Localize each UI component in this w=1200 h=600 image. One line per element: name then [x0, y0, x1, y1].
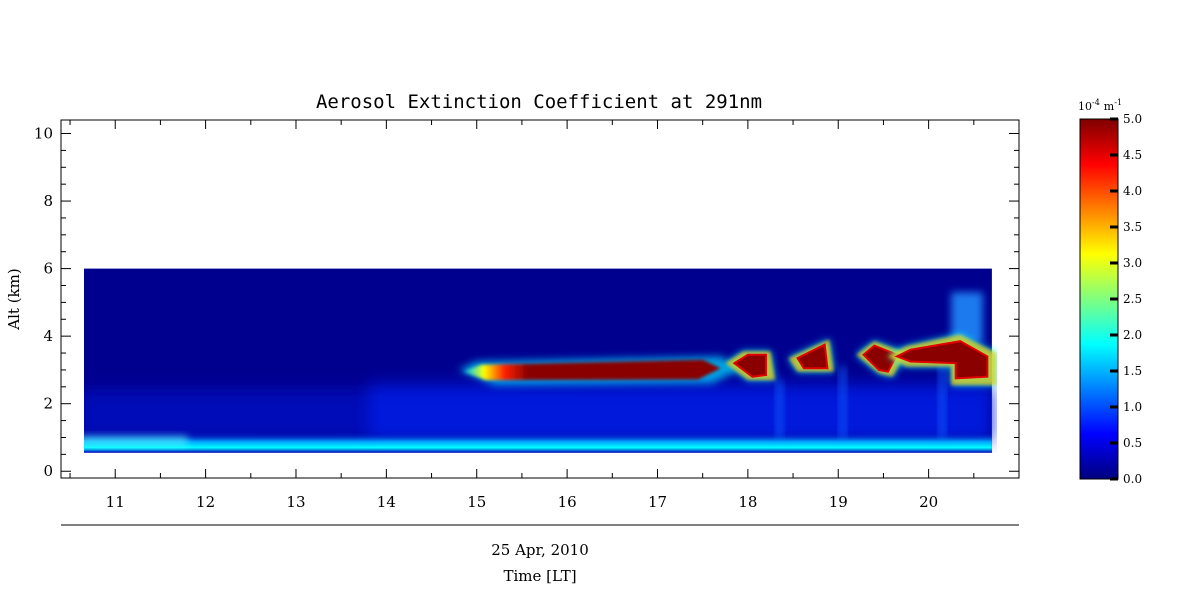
y-tick-label: 4 — [43, 327, 53, 345]
vertical-streak — [838, 366, 847, 445]
x-tick-label: 19 — [829, 493, 848, 511]
plume-core — [732, 353, 767, 378]
x-tick-label: 14 — [377, 493, 396, 511]
x-axis-label: Time [LT] — [503, 567, 576, 585]
y-tick-label: 0 — [43, 462, 53, 480]
x-tick-label: 15 — [467, 493, 486, 511]
heatmap-field — [84, 268, 997, 453]
colorbar-tick-label: 2.0 — [1123, 328, 1142, 342]
x-tick-label: 17 — [648, 493, 667, 511]
x-tick-label: 11 — [106, 493, 125, 511]
surface-layer — [84, 432, 992, 453]
colorbar-unit-base: 10 — [1078, 100, 1092, 113]
vertical-streak — [775, 380, 784, 445]
y-tick-label: 8 — [43, 192, 53, 210]
plume-core — [796, 343, 829, 370]
x-tick-label: 13 — [286, 493, 305, 511]
colorbar-tick-label: 1.0 — [1123, 400, 1142, 414]
colorbar-tick-label: 2.5 — [1123, 292, 1142, 306]
plume-core — [894, 340, 989, 380]
y-tick-label: 10 — [34, 125, 53, 143]
chart-title: Aerosol Extinction Coefficient at 291nm — [316, 91, 762, 113]
colorbar-unit: 10-4 m-1 — [1078, 98, 1122, 113]
colorbar-tick-label: 3.5 — [1123, 220, 1142, 234]
colorbar-tick-label: 5.0 — [1123, 112, 1142, 126]
colorbar-unit-exp: -4 — [1092, 98, 1100, 107]
axis-ticks — [61, 120, 1019, 478]
x-axis-tick-labels: 11 12 13 14 15 16 17 18 19 20 — [106, 493, 938, 511]
plume-core — [862, 344, 899, 373]
y-tick-label: 6 — [43, 260, 53, 278]
x-tick-label: 16 — [558, 493, 577, 511]
colorbar-unit-m: m — [1104, 100, 1115, 113]
upper-plume — [951, 292, 983, 343]
colorbar-tick-label: 3.0 — [1123, 256, 1142, 270]
surface-layer-bright — [84, 435, 188, 446]
colorbar-tick-label: 0.0 — [1123, 472, 1142, 486]
plot-frame — [60, 119, 1020, 479]
y-tick-label: 2 — [43, 395, 53, 413]
y-axis-label: Alt (km) — [5, 268, 23, 330]
colorbar-unit-m-exp: -1 — [1114, 98, 1122, 107]
x-tick-label: 18 — [738, 493, 757, 511]
vertical-streak — [938, 363, 947, 445]
colorbar-ticks: 0.0 0.5 1.0 1.5 2.0 2.5 3.0 3.5 4.0 4.5 5.0 — [1110, 112, 1142, 486]
lower-haze-right — [368, 383, 992, 441]
colorbar: 10-4 m-1 0.0 0.5 1.0 1.5 2.0 2.5 3.0 3.5 4.0 4.5 5.… — [1078, 98, 1142, 486]
x-tick-label: 20 — [919, 493, 938, 511]
y-axis-tick-labels: 0 2 4 6 8 10 — [34, 125, 53, 481]
x-axis-date-label: 25 Apr, 2010 — [491, 541, 589, 559]
colorbar-tick-label: 1.5 — [1123, 364, 1142, 378]
colorbar-tick-label: 4.0 — [1123, 184, 1142, 198]
x-tick-label: 12 — [196, 493, 215, 511]
elevated-layer-core — [463, 359, 721, 381]
colorbar-tick-label: 0.5 — [1123, 436, 1142, 450]
colorbar-tick-label: 4.5 — [1123, 148, 1142, 162]
